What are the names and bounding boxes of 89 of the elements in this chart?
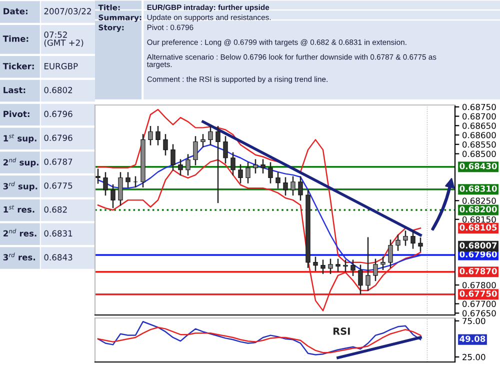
y-tick-label: 0.68750 bbox=[462, 104, 496, 110]
y-tick-label: 0.68500 bbox=[462, 150, 496, 158]
text: 2$^{nd}$ res. bbox=[4, 228, 36, 237]
candlestick bbox=[110, 184, 116, 209]
candlestick bbox=[193, 136, 198, 166]
y-tick-label: 0.68150 bbox=[462, 216, 496, 223]
text: Pivot: bbox=[4, 110, 30, 118]
text: 3$^{rd}$ res. bbox=[3, 252, 35, 260]
line-series bbox=[97, 320, 422, 356]
candlestick bbox=[208, 125, 213, 146]
candlestick bbox=[410, 230, 416, 250]
text: 0.6831 bbox=[44, 230, 72, 237]
text: 0.6787 bbox=[44, 158, 72, 165]
y-tick-label: 0.67650 bbox=[462, 310, 496, 316]
y-tick-label: 0.68550 bbox=[462, 141, 496, 148]
y-tick-label: 0.68600 bbox=[462, 132, 496, 138]
candlestick bbox=[230, 152, 236, 176]
candlestick bbox=[358, 264, 363, 295]
candlestick bbox=[186, 154, 190, 176]
candlestick bbox=[238, 164, 243, 184]
ref-line-label: 0.68430 bbox=[460, 162, 497, 170]
candlestick bbox=[200, 133, 206, 148]
candlestick bbox=[366, 236, 370, 292]
line-series bbox=[97, 108, 422, 264]
y-tick-label: 75.00 bbox=[462, 318, 486, 324]
y-tick-label: 25.00 bbox=[462, 354, 486, 360]
text: 0.6843 bbox=[44, 254, 72, 260]
text: Date: bbox=[4, 8, 28, 14]
candlestick bbox=[118, 172, 123, 206]
candlestick bbox=[126, 172, 130, 188]
candlestick bbox=[216, 125, 220, 204]
y-tick-label: 0.68250 bbox=[462, 198, 496, 204]
annotation: RSI bbox=[333, 328, 350, 335]
ref-line-label: 0.67870 bbox=[460, 268, 497, 274]
candlestick bbox=[343, 259, 348, 272]
candlestick bbox=[380, 256, 386, 271]
candlestick bbox=[388, 239, 393, 269]
candlestick bbox=[328, 258, 333, 275]
candlestick bbox=[246, 162, 250, 184]
candlestick bbox=[103, 172, 108, 196]
candlestick bbox=[178, 158, 183, 176]
candlestick bbox=[276, 172, 280, 190]
candlestick bbox=[350, 259, 356, 277]
candlestick bbox=[290, 176, 296, 196]
candlestick bbox=[336, 258, 340, 272]
y-tick-label: 0.67800 bbox=[462, 282, 496, 288]
text: 1$^{st}$ res. bbox=[4, 205, 34, 213]
candlestick bbox=[396, 234, 400, 252]
candlestick bbox=[148, 125, 153, 146]
candlestick bbox=[373, 258, 378, 282]
text: 2$^{nd}$ sup. bbox=[4, 158, 38, 168]
candlestick bbox=[283, 176, 288, 196]
text: 0.6802 bbox=[44, 86, 72, 94]
candlestick bbox=[96, 168, 100, 184]
y-tick-label: 0.68700 bbox=[462, 113, 496, 120]
y-tick-label: 0.67700 bbox=[462, 300, 496, 308]
y-tick-label: 0.68650 bbox=[462, 122, 496, 129]
candlestick bbox=[320, 259, 326, 275]
text: Last: bbox=[4, 87, 26, 94]
candlestick bbox=[313, 256, 318, 272]
ref-line-label: 0.68200 bbox=[460, 206, 497, 212]
text: 0.68105 bbox=[460, 224, 497, 231]
candlestick bbox=[170, 144, 176, 172]
text: 0.68007 bbox=[460, 242, 497, 249]
ref-line-label: 0.67750 bbox=[460, 290, 497, 297]
text: Time: bbox=[2, 35, 28, 42]
text: 07:52 (GMT +2) bbox=[44, 32, 84, 47]
text: 2007/03/22 bbox=[44, 8, 91, 16]
line-series bbox=[97, 326, 422, 354]
candlestick bbox=[156, 125, 160, 146]
candlestick bbox=[268, 162, 273, 184]
candlestick bbox=[418, 236, 423, 252]
candlestick bbox=[163, 133, 168, 156]
text: 1$^{st}$ sup. bbox=[4, 134, 36, 144]
text: 0.6796 bbox=[44, 110, 72, 118]
text: Ticker: bbox=[2, 62, 34, 70]
text: 0.682 bbox=[44, 206, 67, 213]
text: EURGBP bbox=[44, 63, 78, 70]
text: 0.6796 bbox=[44, 134, 72, 141]
candlestick bbox=[260, 158, 266, 174]
candlestick bbox=[298, 176, 303, 202]
text: 49.08 bbox=[460, 336, 486, 342]
text: 0.6775 bbox=[44, 182, 72, 189]
candlestick bbox=[223, 136, 228, 164]
candlestick bbox=[253, 158, 258, 174]
text: 3$^{rd}$ sup. bbox=[3, 182, 38, 192]
ref-line-label: 0.67960 bbox=[460, 251, 497, 258]
ref-line-label: 0.68310 bbox=[460, 185, 497, 192]
candlestick bbox=[403, 230, 408, 246]
